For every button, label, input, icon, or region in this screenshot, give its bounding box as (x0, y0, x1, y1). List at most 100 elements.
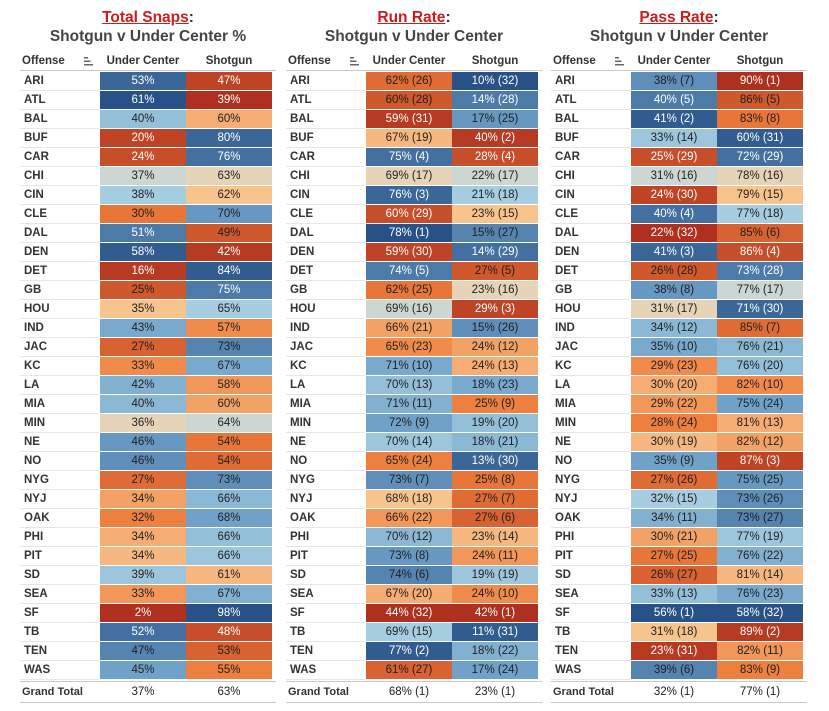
shotgun-cell: 66% (186, 547, 272, 565)
row-divider (20, 318, 98, 319)
header-offense[interactable]: Offense (288, 55, 331, 67)
under-center-cell: 40% (100, 395, 186, 413)
team-label: ARI (555, 75, 575, 87)
grand-total-label: Grand Total (22, 686, 83, 698)
shotgun-cell: 63% (186, 167, 272, 185)
shotgun-cell: 61% (186, 566, 272, 584)
team-label: NE (24, 436, 40, 448)
team-label: OAK (555, 512, 581, 524)
row-divider (551, 356, 629, 357)
shotgun-cell: 17% (24) (452, 661, 538, 679)
under-center-cell: 71% (11) (366, 395, 452, 413)
grand-total-under-center: 37% (131, 686, 155, 698)
team-label: TEN (555, 645, 578, 657)
shotgun-cell: 48% (186, 623, 272, 641)
under-center-cell: 39% (100, 566, 186, 584)
sort-descending-icon[interactable] (350, 57, 360, 68)
shotgun-cell: 14% (28) (452, 91, 538, 109)
shotgun-cell: 67% (186, 585, 272, 603)
under-center-cell: 30% (21) (631, 528, 717, 546)
team-label: BUF (555, 132, 579, 144)
shotgun-cell: 60% (186, 395, 272, 413)
panel-title-text: Pass Rate (639, 9, 714, 26)
shotgun-cell: 83% (8) (717, 110, 803, 128)
shotgun-cell: 64% (186, 414, 272, 432)
row-divider (551, 109, 629, 110)
shotgun-cell: 47% (186, 72, 272, 90)
team-label: NYG (290, 474, 315, 486)
under-center-cell: 75% (4) (366, 148, 452, 166)
under-center-cell: 46% (100, 452, 186, 470)
shotgun-cell: 23% (15) (452, 205, 538, 223)
header-shotgun[interactable]: Shotgun (471, 55, 519, 67)
team-label: ARI (24, 75, 44, 87)
row-divider (20, 546, 98, 547)
team-label: SEA (24, 588, 48, 600)
row-divider (551, 261, 629, 262)
header-under-center[interactable]: Under Center (637, 55, 711, 67)
team-label: DET (555, 265, 578, 277)
row-divider (551, 375, 629, 376)
under-center-cell: 34% (12) (631, 319, 717, 337)
row-divider (286, 470, 364, 471)
team-label: CIN (555, 189, 575, 201)
under-center-cell: 61% (100, 91, 186, 109)
row-divider (286, 527, 364, 528)
shotgun-cell: 84% (186, 262, 272, 280)
team-label: DEN (555, 246, 580, 258)
team-label: ARI (290, 75, 310, 87)
header-offense[interactable]: Offense (553, 55, 596, 67)
under-center-cell: 70% (12) (366, 528, 452, 546)
team-label: NYJ (24, 493, 47, 505)
row-divider (20, 375, 98, 376)
team-label: SD (24, 569, 40, 581)
grand-total-under-center: 32% (1) (653, 686, 695, 698)
header-shotgun[interactable]: Shotgun (205, 55, 253, 67)
shotgun-cell: 66% (186, 528, 272, 546)
header-divider (551, 70, 807, 71)
row-divider (286, 508, 364, 509)
header-under-center[interactable]: Under Center (106, 55, 180, 67)
row-divider (551, 185, 629, 186)
team-label: BUF (290, 132, 314, 144)
row-divider (551, 337, 629, 338)
shotgun-cell: 54% (186, 433, 272, 451)
under-center-cell: 47% (100, 642, 186, 660)
shotgun-cell: 78% (16) (717, 167, 803, 185)
shotgun-cell: 75% (186, 281, 272, 299)
shotgun-cell: 80% (186, 129, 272, 147)
shotgun-cell: 72% (29) (717, 148, 803, 166)
shotgun-cell: 73% (28) (717, 262, 803, 280)
shotgun-cell: 81% (13) (717, 414, 803, 432)
under-center-cell: 2% (100, 604, 186, 622)
header-offense[interactable]: Offense (22, 55, 65, 67)
row-divider (286, 565, 364, 566)
team-label: LA (24, 379, 40, 391)
header-shotgun[interactable]: Shotgun (736, 55, 784, 67)
row-divider (551, 527, 629, 528)
sort-descending-icon[interactable] (615, 57, 625, 68)
under-center-cell: 37% (100, 167, 186, 185)
row-divider (551, 223, 629, 224)
shotgun-cell: 25% (8) (452, 471, 538, 489)
row-divider (286, 109, 364, 110)
shotgun-cell: 60% (186, 110, 272, 128)
under-center-cell: 34% (100, 547, 186, 565)
team-label: PHI (290, 531, 310, 543)
shotgun-cell: 27% (7) (452, 490, 538, 508)
team-label: DAL (24, 227, 48, 239)
team-label: LA (290, 379, 306, 391)
team-label: NO (290, 455, 308, 467)
row-divider (551, 584, 629, 585)
shotgun-cell: 75% (25) (717, 471, 803, 489)
team-label: JAC (555, 341, 579, 353)
shotgun-cell: 70% (186, 205, 272, 223)
header-under-center[interactable]: Under Center (372, 55, 446, 67)
under-center-cell: 77% (2) (366, 642, 452, 660)
team-label: CHI (555, 170, 575, 182)
sort-descending-icon[interactable] (84, 57, 94, 68)
under-center-cell: 32% (15) (631, 490, 717, 508)
under-center-cell: 29% (23) (631, 357, 717, 375)
team-label: NYG (24, 474, 49, 486)
row-divider (286, 679, 364, 680)
